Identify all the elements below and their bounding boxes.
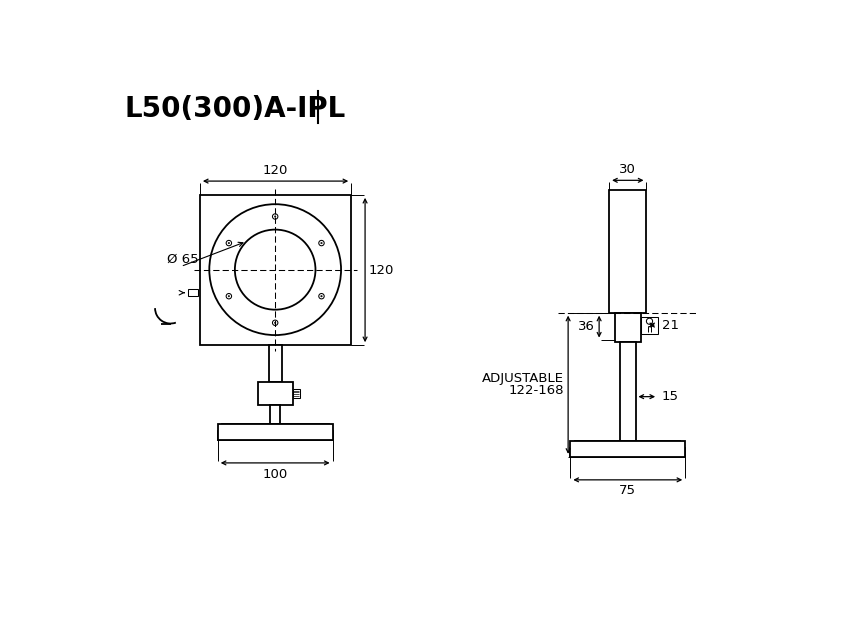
Bar <box>609 190 646 312</box>
Text: 75: 75 <box>619 484 636 498</box>
Text: 15: 15 <box>662 390 679 403</box>
Bar <box>187 289 199 296</box>
Bar <box>620 342 635 442</box>
Circle shape <box>321 243 322 244</box>
Bar <box>270 405 280 425</box>
Bar <box>217 425 332 440</box>
Bar <box>200 195 351 345</box>
Text: 21: 21 <box>662 319 679 331</box>
Bar <box>258 382 293 405</box>
Bar <box>570 449 685 457</box>
Circle shape <box>275 322 276 324</box>
Text: L50(300)A-IPL: L50(300)A-IPL <box>124 95 345 123</box>
Bar <box>575 442 681 449</box>
Text: 120: 120 <box>263 164 288 177</box>
Text: ADJUSTABLE: ADJUSTABLE <box>482 372 564 385</box>
Bar <box>217 432 332 440</box>
Bar <box>222 425 329 432</box>
Bar <box>293 389 300 398</box>
Bar <box>615 312 641 342</box>
Text: 122-168: 122-168 <box>508 384 564 398</box>
Circle shape <box>228 243 229 244</box>
Text: 120: 120 <box>369 263 395 277</box>
Circle shape <box>321 295 322 297</box>
Bar <box>570 442 685 457</box>
Text: 30: 30 <box>620 163 636 176</box>
Bar <box>269 345 282 382</box>
Bar <box>641 317 658 333</box>
Circle shape <box>228 295 229 297</box>
Circle shape <box>275 215 276 217</box>
Text: Ø 65: Ø 65 <box>167 253 199 265</box>
Text: 36: 36 <box>579 320 595 333</box>
Text: 100: 100 <box>263 467 288 481</box>
